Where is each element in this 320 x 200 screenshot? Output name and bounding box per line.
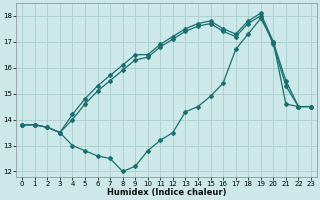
X-axis label: Humidex (Indice chaleur): Humidex (Indice chaleur): [107, 188, 226, 197]
